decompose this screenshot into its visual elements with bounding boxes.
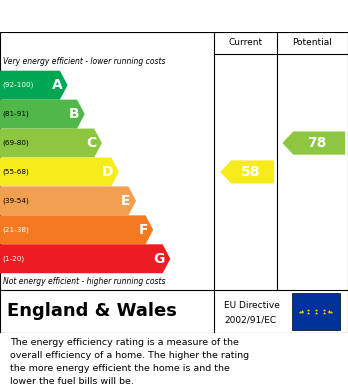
- Text: Very energy efficient - lower running costs: Very energy efficient - lower running co…: [3, 57, 166, 66]
- Text: E: E: [121, 194, 131, 208]
- Text: 58: 58: [241, 165, 260, 179]
- Text: 2002/91/EC: 2002/91/EC: [224, 316, 277, 325]
- Polygon shape: [0, 187, 136, 215]
- Text: Current: Current: [228, 38, 262, 47]
- Polygon shape: [282, 131, 345, 154]
- Text: B: B: [69, 107, 79, 121]
- Text: (1-20): (1-20): [3, 255, 25, 262]
- Text: F: F: [139, 223, 148, 237]
- Polygon shape: [0, 71, 68, 100]
- Text: C: C: [86, 136, 96, 150]
- Text: Not energy efficient - higher running costs: Not energy efficient - higher running co…: [3, 277, 166, 286]
- Text: (21-38): (21-38): [3, 226, 30, 233]
- Polygon shape: [0, 215, 153, 244]
- Text: G: G: [153, 252, 165, 266]
- Bar: [292, 293, 340, 330]
- Text: The energy efficiency rating is a measure of the
overall efficiency of a home. T: The energy efficiency rating is a measur…: [10, 338, 250, 386]
- Polygon shape: [0, 158, 119, 187]
- Text: 78: 78: [308, 136, 327, 150]
- Text: A: A: [52, 78, 62, 92]
- Text: D: D: [102, 165, 113, 179]
- Text: (81-91): (81-91): [3, 111, 30, 117]
- Polygon shape: [220, 160, 274, 183]
- Text: (55-68): (55-68): [3, 169, 30, 175]
- Polygon shape: [0, 244, 170, 273]
- Text: (69-80): (69-80): [3, 140, 30, 146]
- Text: (92-100): (92-100): [3, 82, 34, 88]
- Text: EU Directive: EU Directive: [224, 301, 280, 310]
- Text: (39-54): (39-54): [3, 197, 30, 204]
- Text: Energy Efficiency Rating: Energy Efficiency Rating: [10, 9, 220, 23]
- Text: Potential: Potential: [292, 38, 332, 47]
- Text: England & Wales: England & Wales: [7, 303, 177, 321]
- Polygon shape: [0, 100, 85, 129]
- Polygon shape: [0, 129, 102, 158]
